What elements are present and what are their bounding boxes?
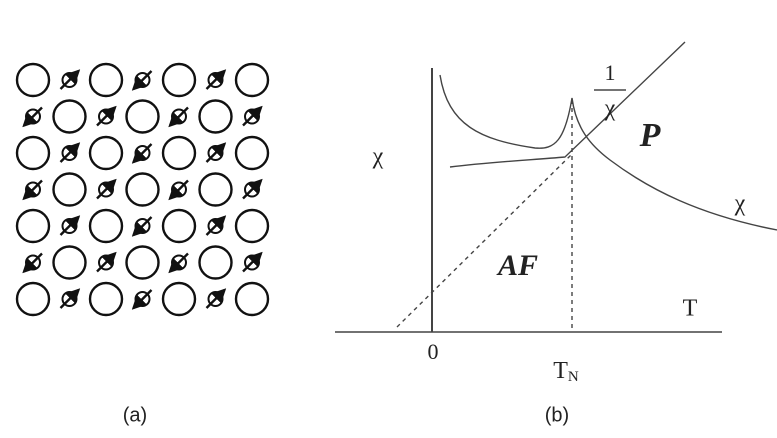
anion xyxy=(236,64,268,96)
anion xyxy=(17,283,49,315)
anion xyxy=(54,247,86,279)
caption-b: (b) xyxy=(545,404,569,426)
anion xyxy=(200,101,232,133)
anion xyxy=(200,174,232,206)
extrapolation-line xyxy=(397,154,572,327)
neel-main: T xyxy=(553,358,568,384)
anion xyxy=(54,174,86,206)
curve-label: χ xyxy=(734,191,746,217)
x-axis-label: T xyxy=(683,296,698,322)
anion xyxy=(163,210,195,242)
antiferromagnetic-label: AF xyxy=(496,249,538,282)
figure: χ 1 χ P χ AF T 0 TN (a) (b) xyxy=(0,0,777,438)
anion xyxy=(127,101,159,133)
anion xyxy=(127,247,159,279)
anion xyxy=(200,247,232,279)
plot xyxy=(335,42,777,332)
anion xyxy=(236,137,268,169)
anion xyxy=(127,174,159,206)
anion xyxy=(236,210,268,242)
anion xyxy=(17,64,49,96)
anion xyxy=(90,64,122,96)
anion xyxy=(17,210,49,242)
paramagnetic-label: P xyxy=(639,117,661,154)
inverse-numerator: 1 xyxy=(605,60,616,85)
anion xyxy=(163,283,195,315)
anion xyxy=(163,137,195,169)
anion xyxy=(90,283,122,315)
neel-sub: N xyxy=(568,369,579,385)
origin-label: 0 xyxy=(428,339,439,364)
y-axis-label: χ xyxy=(372,144,384,170)
anion xyxy=(54,101,86,133)
caption-a: (a) xyxy=(123,404,147,426)
inverse-denominator: χ xyxy=(604,96,616,122)
neel-label: TN xyxy=(553,358,579,386)
anion xyxy=(236,283,268,315)
anion xyxy=(90,210,122,242)
anion xyxy=(17,137,49,169)
lattice xyxy=(17,64,268,315)
anion xyxy=(163,64,195,96)
anion xyxy=(90,137,122,169)
